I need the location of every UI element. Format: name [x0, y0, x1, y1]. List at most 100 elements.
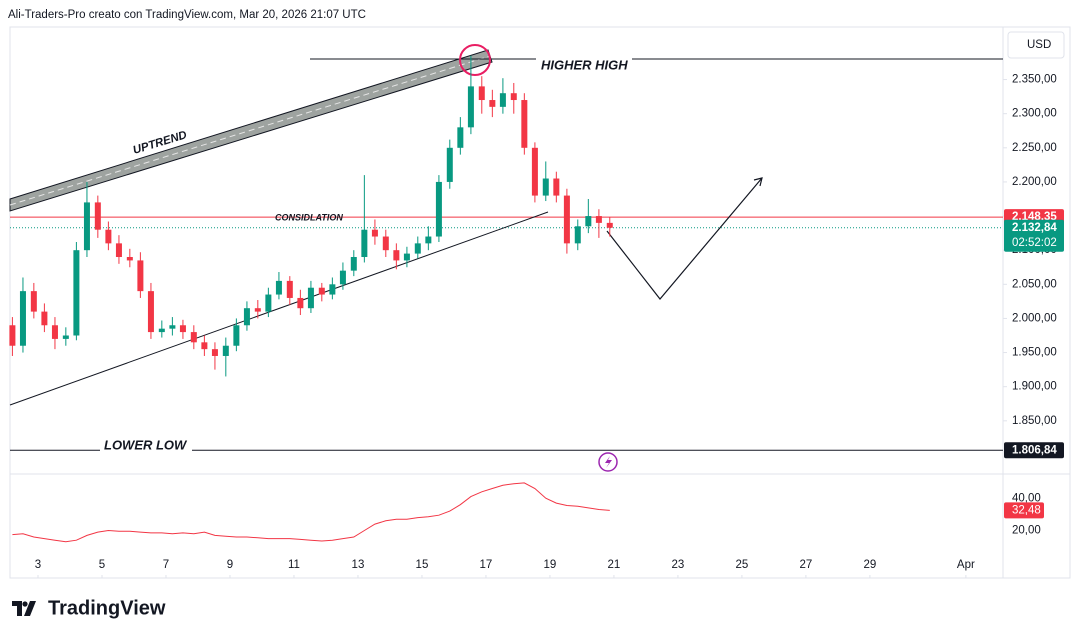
candle-body — [542, 178, 549, 196]
y-tick-label: 2.200,00 — [1012, 176, 1057, 188]
x-tick-label: 21 — [608, 559, 621, 571]
candle-body — [41, 311, 48, 326]
y-tick-label: 1.950,00 — [1012, 347, 1057, 359]
candle-body — [94, 202, 101, 230]
countdown: 02:52:02 — [1012, 237, 1057, 249]
candle-body — [510, 93, 517, 101]
candle-body — [51, 325, 58, 339]
candle-body — [179, 325, 186, 333]
x-tick-label: 11 — [288, 559, 300, 571]
x-tick-label: 13 — [352, 559, 365, 571]
candle-body — [329, 284, 336, 295]
price-label: 1.806,84 — [1012, 444, 1057, 456]
x-tick-label: 27 — [800, 559, 813, 571]
candle-body — [606, 222, 613, 228]
x-tick-label: 9 — [227, 559, 233, 571]
rsi-line — [12, 482, 610, 543]
currency: USD — [1027, 39, 1051, 51]
candle-body — [115, 243, 122, 258]
x-tick-label: 7 — [163, 559, 169, 571]
candle-body — [105, 229, 112, 244]
candle-body — [425, 236, 432, 244]
price-box — [1004, 219, 1064, 252]
y-tick-label: 1.900,00 — [1012, 381, 1057, 393]
candle-body — [62, 335, 69, 339]
rsi-tick-label: 20,00 — [1012, 525, 1041, 537]
rsi-last-label: 32,48 — [1012, 504, 1041, 516]
candle-body — [478, 86, 485, 101]
frame — [9, 26, 1071, 579]
annotation: HIGHER HIGH — [541, 57, 628, 72]
candle-body — [9, 325, 16, 346]
candle-body — [371, 229, 378, 237]
candle-body — [275, 280, 282, 295]
support-trendline — [9, 211, 549, 406]
y-tick-label: 2.350,00 — [1012, 74, 1057, 86]
rsi-tick-label: 40,00 — [1012, 492, 1041, 504]
candle-body — [137, 260, 144, 292]
candle-body — [83, 202, 90, 251]
candle-body — [521, 100, 528, 148]
candle-body — [158, 328, 165, 333]
candle-body — [531, 147, 538, 196]
x-tick-label: 29 — [863, 559, 876, 571]
y-tick-label: 2.000,00 — [1012, 312, 1057, 324]
label-bg — [127, 120, 193, 154]
candle-body — [73, 250, 80, 336]
x-tick-label: 3 — [35, 559, 41, 571]
candle-body — [126, 257, 133, 261]
candle-body — [595, 216, 602, 223]
candle-body — [190, 332, 197, 343]
candle-body — [457, 127, 464, 148]
candle-body — [467, 86, 474, 128]
candle-body — [350, 257, 357, 271]
currency-box[interactable] — [1007, 31, 1065, 59]
candle-body — [318, 287, 325, 295]
candle-body — [361, 229, 368, 258]
arrow-head — [753, 177, 763, 187]
candle-body — [19, 291, 26, 346]
candle-body — [243, 308, 250, 326]
rsi-last-box — [1004, 502, 1044, 519]
candle-body — [446, 147, 453, 182]
candle-body — [265, 294, 272, 312]
x-tick-label: 25 — [736, 559, 749, 571]
candle-body — [499, 93, 506, 107]
x-tick-label: 19 — [544, 559, 557, 571]
candle-body — [339, 270, 346, 285]
y-tick-label: 2.050,00 — [1012, 278, 1057, 290]
logo-text: TradingView — [48, 597, 166, 619]
x-tick-label: 23 — [672, 559, 685, 571]
candle-body — [585, 216, 592, 227]
price-label: 2.132,84 — [1012, 222, 1057, 234]
candle-body — [201, 342, 208, 350]
label-bg — [536, 58, 632, 74]
x-tick-label: 17 — [480, 559, 493, 571]
event-bolt — [605, 456, 612, 468]
candle-body — [393, 250, 400, 261]
y-tick-label: 2.300,00 — [1012, 108, 1057, 120]
candle-body — [563, 195, 570, 244]
candle-body — [414, 243, 421, 254]
candle-body — [489, 100, 496, 107]
candle-body — [382, 236, 389, 251]
candle-body — [403, 253, 410, 261]
candle-body — [30, 291, 37, 312]
candle-body — [435, 181, 442, 237]
x-tick-label: 5 — [99, 559, 105, 571]
candle-body — [297, 297, 304, 309]
candle-body — [147, 291, 154, 333]
projection-path — [606, 177, 763, 300]
candle-body — [286, 280, 293, 298]
candle-body — [222, 345, 229, 356]
candle-body — [211, 349, 218, 356]
candle-body — [233, 325, 240, 346]
x-tick-label: Apr — [957, 559, 975, 571]
header: Ali-Traders-Pro creato con TradingView.c… — [8, 9, 366, 21]
candle-body — [254, 308, 261, 312]
y-tick-label: 2.250,00 — [1012, 142, 1057, 154]
highlight-circle — [459, 44, 491, 76]
x-tick-label: 15 — [416, 559, 429, 571]
annotation: CONSIDLATION — [275, 212, 343, 222]
